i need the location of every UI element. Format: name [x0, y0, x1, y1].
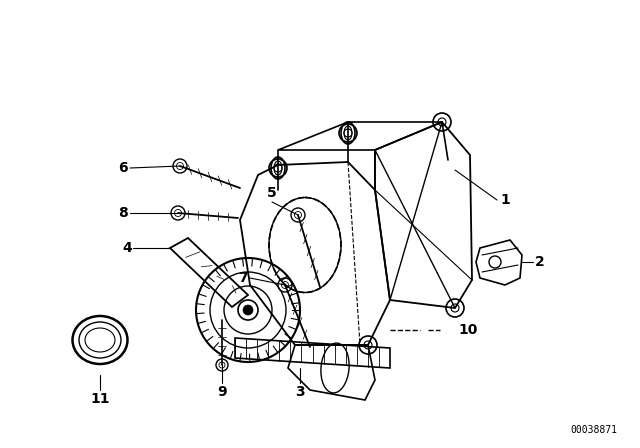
- Text: 1: 1: [500, 193, 509, 207]
- Text: 00038871: 00038871: [570, 425, 617, 435]
- Text: 2: 2: [535, 255, 545, 269]
- Text: 3: 3: [295, 385, 305, 399]
- Text: 10: 10: [458, 323, 477, 337]
- Circle shape: [243, 305, 253, 315]
- Text: 7: 7: [238, 271, 248, 285]
- Text: 5: 5: [267, 186, 277, 200]
- Text: 8: 8: [118, 206, 128, 220]
- Text: 11: 11: [90, 392, 109, 406]
- Text: 4: 4: [122, 241, 132, 255]
- Text: 9: 9: [217, 385, 227, 399]
- Text: 6: 6: [118, 161, 127, 175]
